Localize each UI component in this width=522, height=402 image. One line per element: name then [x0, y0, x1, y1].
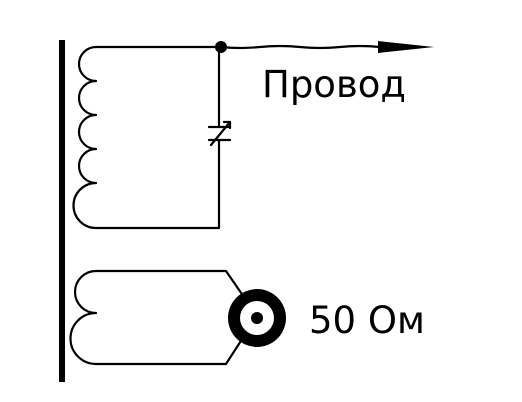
impedance-label: 50 Ом: [309, 299, 425, 342]
arrow-head-icon: [378, 41, 434, 53]
primary-winding-coil: [72, 45, 221, 230]
variable-capacitor-symbol: [207, 120, 232, 147]
wire-label: Провод: [262, 63, 406, 106]
secondary-winding-coil: [69, 269, 228, 366]
coaxial-connector-icon: [228, 289, 286, 347]
wire-lead: [219, 44, 382, 50]
